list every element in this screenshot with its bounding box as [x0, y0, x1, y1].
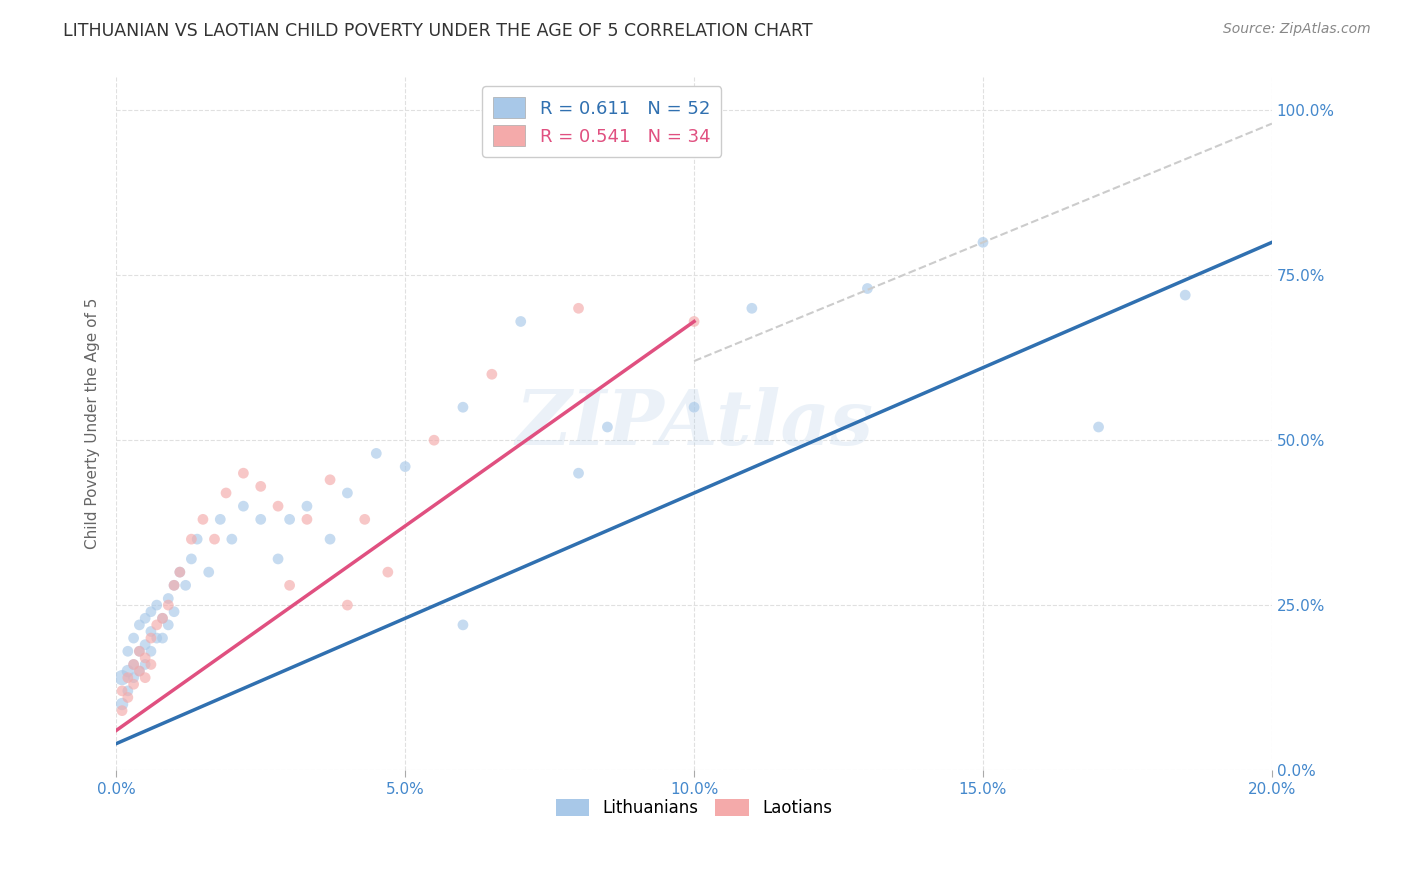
Point [215, 486, 238, 500]
Point [128, 664, 150, 678]
Point [152, 631, 174, 645]
Point [134, 638, 156, 652]
Point [117, 671, 139, 685]
Point [111, 704, 134, 718]
Text: ZIPAtlas: ZIPAtlas [515, 387, 873, 461]
Point [139, 644, 162, 658]
Point [122, 657, 145, 672]
Point [972, 235, 994, 250]
Point [336, 598, 359, 612]
Point [249, 512, 271, 526]
Point [319, 532, 342, 546]
Point [249, 479, 271, 493]
Point [163, 578, 186, 592]
Point [117, 683, 139, 698]
Y-axis label: Child Poverty Under the Age of 5: Child Poverty Under the Age of 5 [86, 298, 100, 549]
Point [856, 281, 879, 295]
Point [128, 644, 150, 658]
Point [139, 631, 162, 645]
Point [145, 631, 167, 645]
Point [134, 657, 156, 672]
Point [451, 618, 474, 632]
Point [111, 671, 134, 685]
Point [197, 565, 219, 579]
Point [377, 565, 399, 579]
Point [683, 401, 706, 415]
Point [128, 618, 150, 632]
Point [139, 624, 162, 639]
Point [567, 466, 589, 480]
Point [596, 420, 619, 434]
Point [152, 611, 174, 625]
Point [145, 618, 167, 632]
Point [221, 532, 243, 546]
Point [451, 401, 474, 415]
Point [117, 690, 139, 705]
Point [186, 532, 208, 546]
Point [169, 565, 191, 579]
Point [134, 651, 156, 665]
Point [157, 591, 180, 606]
Point [423, 434, 446, 448]
Text: LITHUANIAN VS LAOTIAN CHILD POVERTY UNDER THE AGE OF 5 CORRELATION CHART: LITHUANIAN VS LAOTIAN CHILD POVERTY UNDE… [63, 22, 813, 40]
Point [353, 512, 375, 526]
Point [174, 578, 197, 592]
Point [169, 565, 191, 579]
Point [741, 301, 763, 316]
Point [209, 512, 232, 526]
Point [122, 671, 145, 685]
Point [394, 459, 416, 474]
Point [128, 664, 150, 678]
Point [157, 598, 180, 612]
Point [366, 446, 388, 460]
Point [122, 657, 145, 672]
Point [232, 499, 254, 513]
Point [267, 499, 290, 513]
Point [111, 697, 134, 711]
Point [117, 664, 139, 678]
Point [157, 618, 180, 632]
Point [180, 532, 202, 546]
Point [683, 314, 706, 328]
Point [509, 314, 531, 328]
Point [295, 512, 318, 526]
Point [267, 552, 290, 566]
Point [180, 552, 202, 566]
Point [1087, 420, 1109, 434]
Point [1174, 288, 1197, 302]
Point [191, 512, 214, 526]
Point [481, 368, 503, 382]
Point [232, 466, 254, 480]
Legend: Lithuanians, Laotians: Lithuanians, Laotians [550, 792, 839, 824]
Point [163, 605, 186, 619]
Point [319, 473, 342, 487]
Point [295, 499, 318, 513]
Point [134, 671, 156, 685]
Point [122, 631, 145, 645]
Point [204, 532, 226, 546]
Text: Source: ZipAtlas.com: Source: ZipAtlas.com [1223, 22, 1371, 37]
Point [111, 683, 134, 698]
Point [117, 644, 139, 658]
Point [134, 611, 156, 625]
Point [163, 578, 186, 592]
Point [278, 578, 301, 592]
Point [152, 611, 174, 625]
Point [128, 644, 150, 658]
Point [278, 512, 301, 526]
Point [122, 677, 145, 691]
Point [336, 486, 359, 500]
Point [567, 301, 589, 316]
Point [139, 657, 162, 672]
Point [145, 598, 167, 612]
Point [139, 605, 162, 619]
